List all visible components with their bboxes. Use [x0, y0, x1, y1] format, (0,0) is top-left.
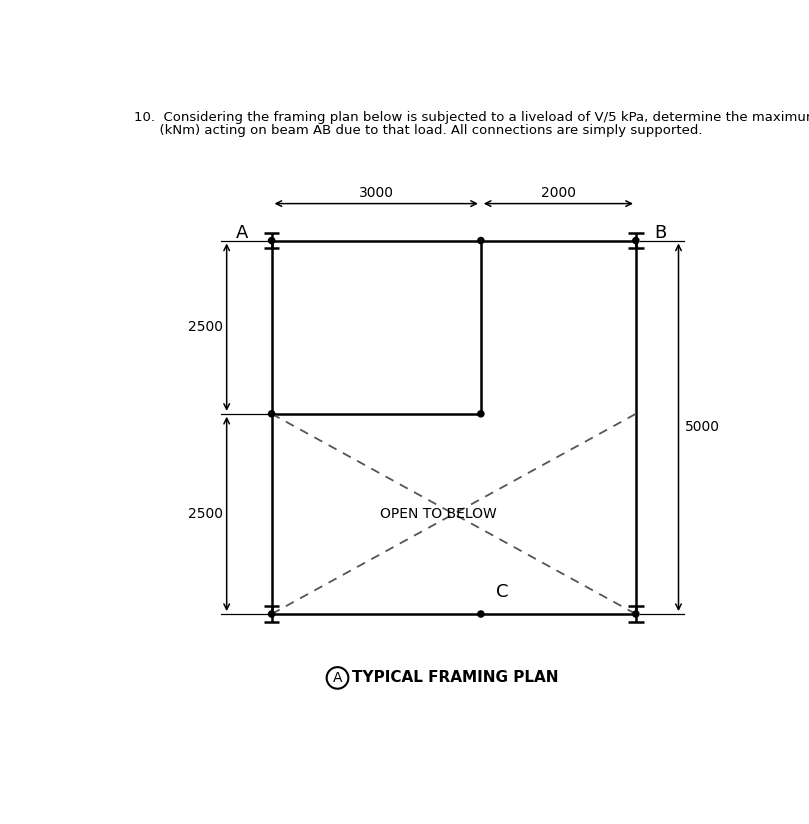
- Text: B: B: [654, 224, 667, 242]
- Text: 10.  Considering the framing plan below is subjected to a liveload of V/5 kPa, d: 10. Considering the framing plan below i…: [133, 111, 809, 124]
- Text: 2500: 2500: [188, 321, 222, 335]
- Text: 3000: 3000: [358, 185, 394, 199]
- Text: A: A: [236, 224, 248, 242]
- Text: (kNm) acting on beam AB due to that load. All connections are simply supported.: (kNm) acting on beam AB due to that load…: [133, 124, 702, 138]
- Text: 5000: 5000: [684, 420, 720, 434]
- Circle shape: [633, 237, 639, 244]
- Text: 2500: 2500: [188, 507, 222, 521]
- Circle shape: [633, 611, 639, 617]
- Circle shape: [269, 237, 275, 244]
- Circle shape: [478, 611, 484, 617]
- Text: A: A: [332, 671, 342, 685]
- Text: TYPICAL FRAMING PLAN: TYPICAL FRAMING PLAN: [352, 671, 559, 686]
- Circle shape: [269, 410, 275, 417]
- Circle shape: [478, 237, 484, 244]
- Text: C: C: [497, 583, 509, 602]
- Text: OPEN TO BELOW: OPEN TO BELOW: [380, 507, 497, 521]
- Circle shape: [269, 611, 275, 617]
- Text: 2000: 2000: [541, 185, 576, 199]
- Circle shape: [478, 410, 484, 417]
